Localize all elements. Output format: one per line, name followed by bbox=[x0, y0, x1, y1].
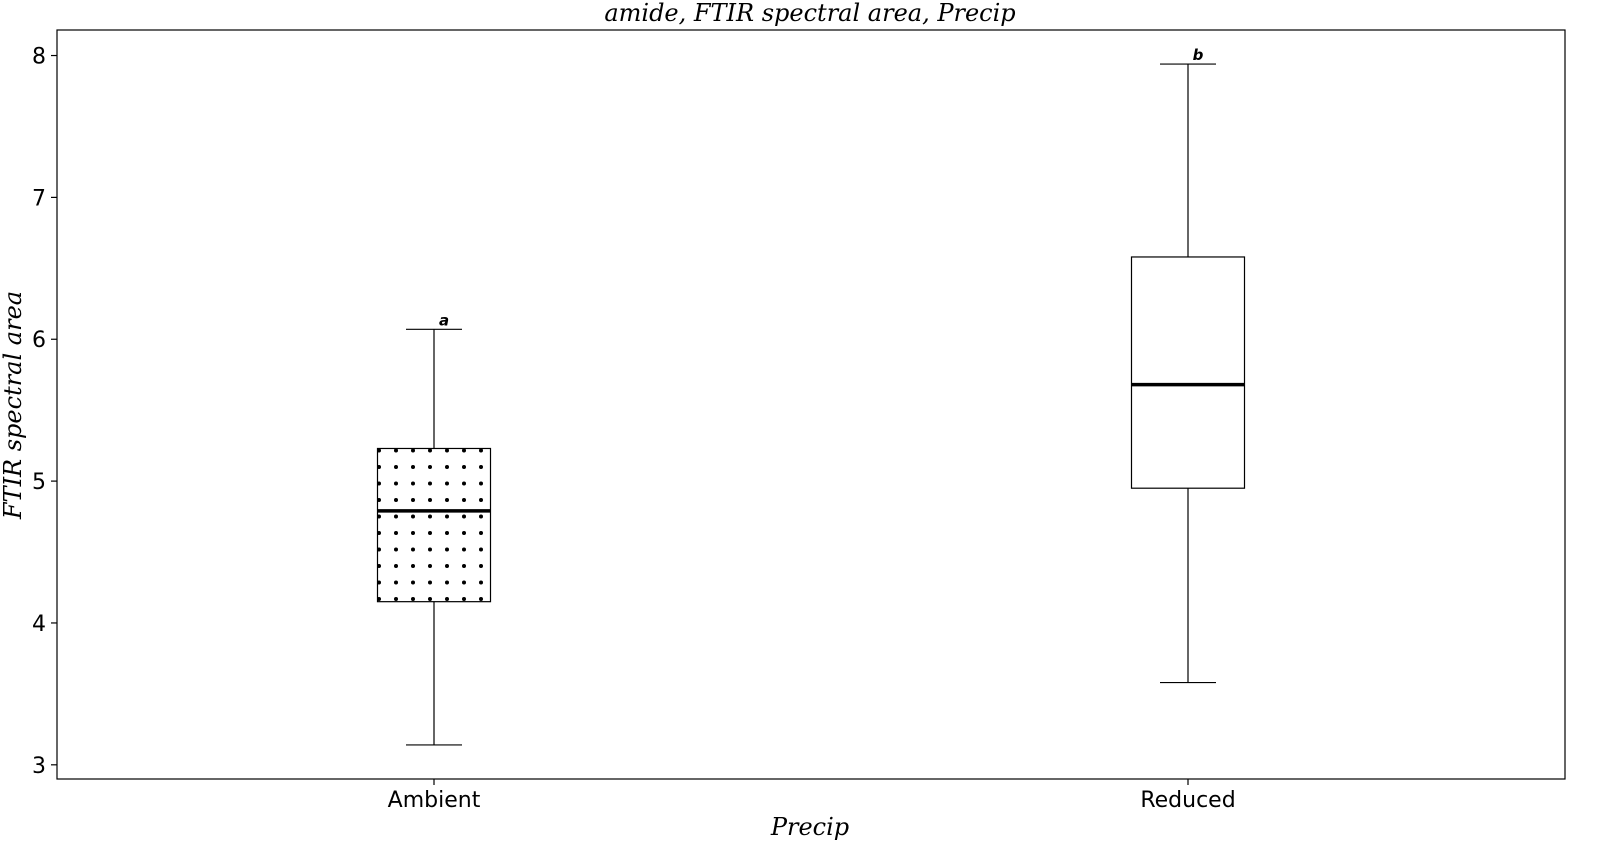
y-tick-label: 6 bbox=[32, 328, 46, 353]
x-axis-ticks: Ambient Reduced bbox=[388, 779, 1236, 813]
y-tick-label: 3 bbox=[32, 754, 46, 779]
x-tick-label: Reduced bbox=[1140, 788, 1235, 813]
significance-label: a bbox=[439, 311, 449, 329]
box-reduced: b bbox=[1130, 46, 1246, 684]
y-tick-label: 4 bbox=[32, 612, 46, 637]
iqr-box bbox=[376, 447, 492, 603]
x-tick-label: Ambient bbox=[388, 788, 481, 813]
x-axis-title: Precip bbox=[770, 813, 849, 841]
y-tick-label: 8 bbox=[32, 45, 46, 70]
y-tick-label: 5 bbox=[32, 470, 46, 495]
plot-frame bbox=[56, 29, 1566, 780]
box-ambient: a bbox=[376, 311, 492, 746]
significance-label: b bbox=[1193, 46, 1204, 64]
y-axis-ticks: 3 4 5 6 7 8 bbox=[32, 45, 57, 779]
chart-title: amide, FTIR spectral area, Precip bbox=[604, 0, 1015, 27]
y-axis-title: FTIR spectral area bbox=[0, 291, 27, 520]
iqr-box bbox=[1130, 256, 1246, 489]
y-tick-label: 7 bbox=[32, 186, 46, 211]
boxes-layer: ab bbox=[376, 46, 1246, 746]
